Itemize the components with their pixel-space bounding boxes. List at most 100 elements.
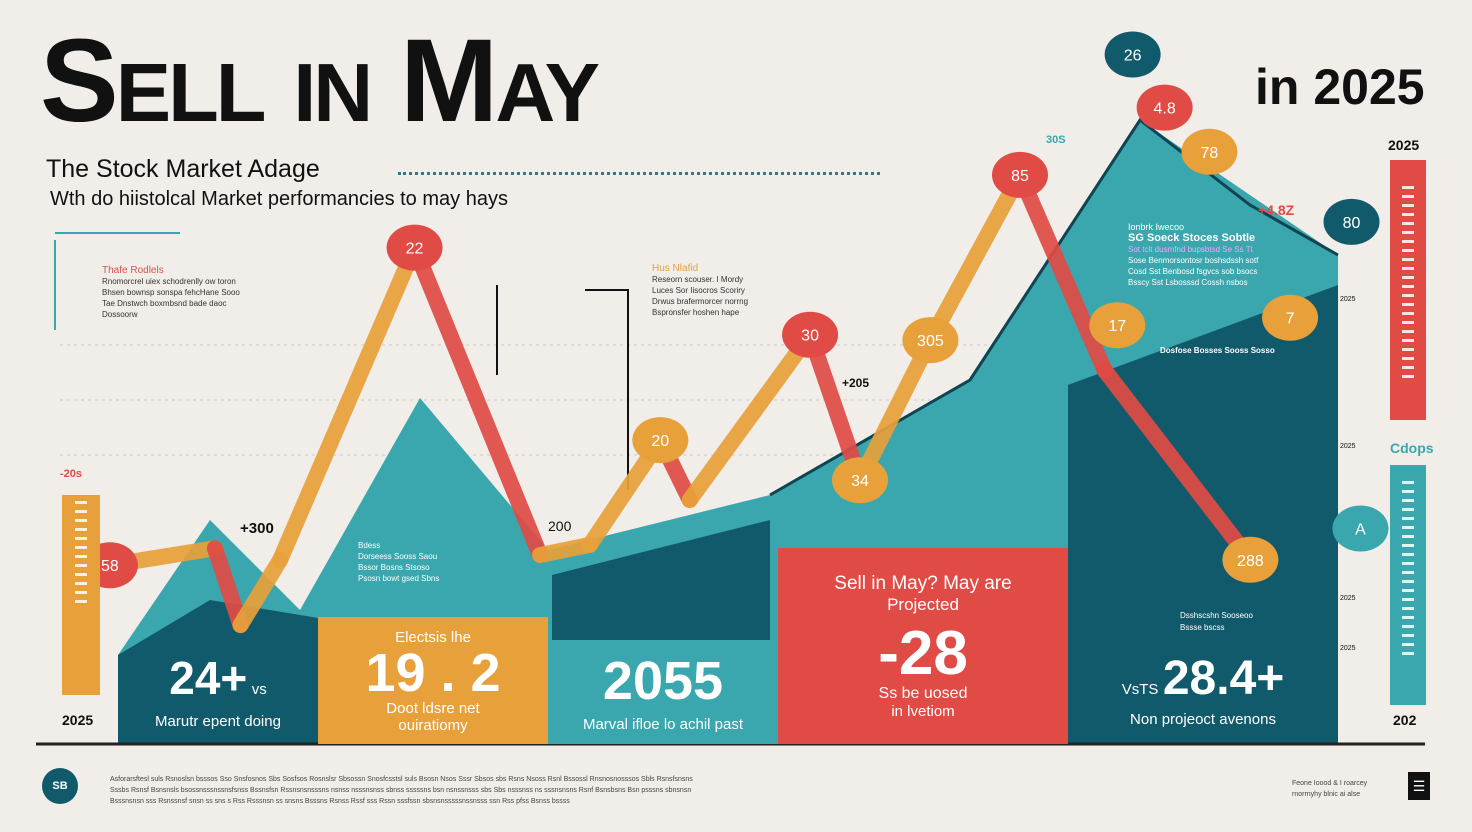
stat-caption: Doot ldsre net <box>386 700 480 717</box>
bubble-shape <box>1332 505 1389 552</box>
series-segment <box>206 540 249 634</box>
annotation: +4.8Z <box>1258 202 1295 218</box>
data-label: 7 <box>1286 311 1295 328</box>
bubble-shape <box>782 311 839 358</box>
right-tick-label: 2025 <box>1340 296 1356 303</box>
series-segment <box>1012 166 1113 379</box>
bubble-shape <box>1104 31 1161 78</box>
note-line: Rnomorcrel uiex schodrenlly ow toron <box>102 277 236 286</box>
series-segment <box>406 239 548 564</box>
callout-bubble: A <box>1332 505 1389 552</box>
annotation: 30S <box>1046 134 1066 146</box>
data-label: 4.8 <box>1154 101 1176 118</box>
note-line: Bhsen bownsp sonspa fehcHane Sooo <box>102 288 240 297</box>
stat-top: Sell in May? May are <box>834 573 1012 594</box>
bubble-shape <box>632 417 689 464</box>
left-axis-label: 2025 <box>62 712 94 728</box>
bubble-shape <box>1136 84 1193 131</box>
note-line: Dorseess Sooss Saou <box>358 552 438 561</box>
stat-panel: Electsis lhe 19 . 2 Doot ldsre net ouira… <box>318 617 548 744</box>
stat-value: -28 <box>878 619 968 688</box>
stat-caption: Ss be uosed <box>878 685 968 702</box>
note-line: Bssor Bosns Stsoso <box>358 563 430 572</box>
stat-top: Projected <box>887 595 959 614</box>
note-line: Sose Benmorsontosr boshsdssh sotf <box>1128 256 1259 265</box>
year-title: in 2025 <box>1255 59 1425 115</box>
bubble-shape <box>1323 198 1380 245</box>
dotted-divider <box>398 172 880 175</box>
note-heading: Bdess <box>358 541 381 550</box>
note-block: Ionbrk Iwecoo SG Soeck Stoces Sobtle Sot… <box>1128 222 1258 288</box>
right-mid-label: Cdops <box>1390 440 1434 456</box>
data-label: 34 <box>851 473 869 490</box>
series-segment <box>681 326 819 508</box>
note-line: Cosd Sst Benbosd fsgvcs sob bsocs <box>1128 267 1258 276</box>
data-label: 17 <box>1108 318 1126 335</box>
callout-bubble: 78 <box>1181 128 1238 175</box>
mountain-area <box>118 600 318 745</box>
right-tick-label: 2025 <box>1340 645 1356 652</box>
footer-line: Asforarsftesl suls Rsnoslsn bsssos Sso S… <box>110 776 693 783</box>
data-label: 78 <box>1201 145 1219 162</box>
note-heading: Ionbrk Iwecoo <box>1128 222 1185 232</box>
annotation: Dsshscshn Sooseoo <box>1180 611 1253 620</box>
bubble-shape <box>992 151 1048 198</box>
right-bar-label: 2025 <box>1388 137 1420 153</box>
data-point-bubble: 288 <box>1222 536 1279 583</box>
data-label: 58 <box>101 558 119 575</box>
callout-bubble: 26 <box>1104 31 1161 78</box>
data-label: 26 <box>1124 48 1142 65</box>
left-gauge-bar <box>62 495 100 695</box>
note-block: Bdess Dorseess Sooss Saou Bssor Bosns St… <box>358 540 439 584</box>
note-line: Sot tclt dusmfnd bupsbtsd Se Ss Tt <box>1128 245 1253 254</box>
note-line: Luces Sor Iisocros Scoriry <box>652 286 745 295</box>
bubble-shape <box>1262 294 1319 341</box>
stat-prefix: VsTS <box>1121 681 1159 698</box>
bubble-shape <box>832 457 888 504</box>
footer-credit: Feone Ioood & I roarcey rnorrnyhy blnic … <box>1292 778 1367 800</box>
note-line: Reseorn scouser. I Mordy <box>652 275 744 284</box>
data-point-bubble: 22 <box>386 224 443 271</box>
stat-panel: 2055 Marval ifloe lo achil past <box>548 640 778 744</box>
annotation: +205 <box>842 376 870 390</box>
data-point-bubble: 20 <box>632 417 689 464</box>
data-label: 80 <box>1343 215 1361 232</box>
footer-line: Bsssnsnsn sss Rsnssnsf snsn ss sns s Rss… <box>110 798 570 805</box>
bubble-shape <box>386 224 443 271</box>
note-block: Thafe Rodlels Rnomorcrel uiex schodrenll… <box>102 265 240 320</box>
bubble-shape <box>902 317 959 364</box>
data-label: 30 <box>801 328 819 345</box>
series-segment <box>922 166 1028 349</box>
data-label: 305 <box>917 333 944 350</box>
stat-value: 24+ <box>169 652 248 704</box>
note-line: Dossoorw <box>102 310 138 319</box>
stat-top: Electsis lhe <box>395 629 471 646</box>
data-label: A <box>1355 522 1366 539</box>
footer-text: Asforarsftesl suls Rsnoslsn bsssos Sso S… <box>110 774 1240 807</box>
stat-value: 28.4+ <box>1162 652 1285 705</box>
stat-value: 19 . 2 <box>365 643 501 703</box>
series-segment <box>232 551 289 634</box>
right-gauge-bar-teal <box>1390 465 1426 705</box>
note-line: Bsscy Sst Lsbosssd Cossh nsbos <box>1128 278 1248 287</box>
footer-line: Sssbs Rsnsf Bsnsnsls bsossnsssnssnsfsnss… <box>110 787 692 794</box>
subtitle: The Stock Market Adage <box>46 155 320 183</box>
left-bar-label: -20s <box>60 468 83 480</box>
stat-panel: VsTS 28.4+ Non projeoct avenons <box>1068 655 1338 743</box>
stat-caption: Non projeoct avenons <box>1130 711 1276 728</box>
series-segment <box>532 536 598 564</box>
stat-caption: ouiratiomy <box>398 717 468 734</box>
data-point-bubble: 305 <box>902 317 959 364</box>
note-line: SG Soeck Stoces Sobtle <box>1128 232 1256 244</box>
callout-bubble: 4.8 <box>1136 84 1193 131</box>
right-gauge-bar <box>1390 160 1426 420</box>
series-layer <box>101 166 1259 634</box>
data-label: 288 <box>1237 553 1264 570</box>
note-heading: Thafe Rodlels <box>102 265 164 276</box>
series-segment <box>802 326 868 489</box>
mountain-area <box>552 520 770 640</box>
stat-caption: Marutr epent doing <box>155 713 281 730</box>
bubble-shape <box>1181 128 1238 175</box>
note-heading: Hus Nlafid <box>652 263 699 274</box>
stat-panel: 24+ vs Marutr epent doing <box>118 655 318 743</box>
